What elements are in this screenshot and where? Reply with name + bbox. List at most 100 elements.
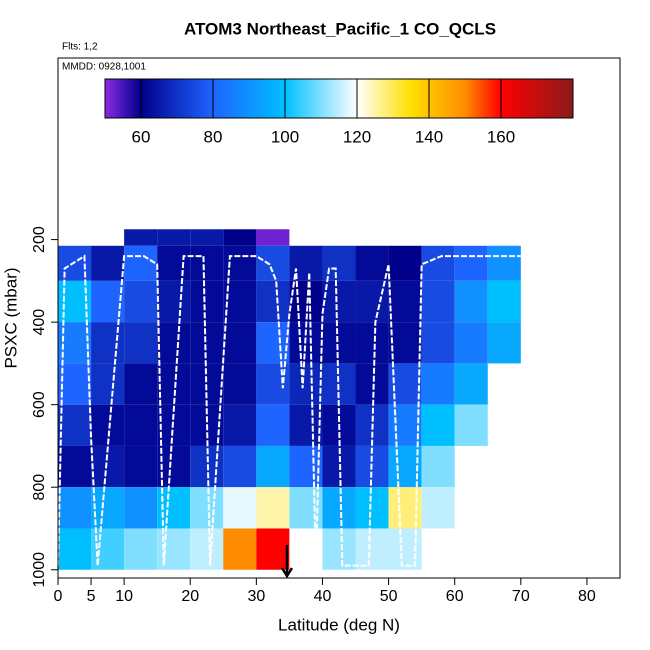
heat-cell <box>388 280 422 323</box>
heat-cell <box>487 280 521 323</box>
heat-cell <box>223 404 257 446</box>
heat-cell <box>322 322 356 364</box>
heat-cell <box>421 363 455 405</box>
heat-cell <box>355 528 389 570</box>
heat-cell <box>124 363 158 405</box>
heat-cell <box>289 445 323 488</box>
heat-cell <box>355 280 389 323</box>
heat-cell <box>124 487 158 529</box>
heat-cell <box>124 245 158 281</box>
heat-cell <box>256 404 290 446</box>
x-tick-label: 10 <box>115 588 133 605</box>
heat-cell <box>91 445 125 488</box>
heat-cell <box>190 322 224 364</box>
heat-cell <box>223 487 257 529</box>
heat-cell <box>223 229 257 246</box>
heat-cell <box>454 404 488 446</box>
heat-cell <box>124 528 158 570</box>
y-axis-label: PSXC (mbar) <box>1 267 20 368</box>
heat-cell <box>388 404 422 446</box>
y-tick-label: 400 <box>31 309 48 336</box>
heat-cell <box>190 245 224 281</box>
x-tick-label: 40 <box>314 588 332 605</box>
heat-cell <box>322 487 356 529</box>
x-tick-label: 60 <box>446 588 464 605</box>
colorbar-tick-label: 160 <box>487 127 515 146</box>
heat-cell <box>322 245 356 281</box>
heat-cell <box>322 363 356 405</box>
colorbar-tick-label: 140 <box>415 127 443 146</box>
heat-cell <box>454 322 488 364</box>
heat-cell <box>256 528 290 570</box>
heat-cell <box>124 229 158 246</box>
heat-cell <box>223 322 257 364</box>
heat-cell <box>421 322 455 364</box>
x-tick-label: 70 <box>512 588 530 605</box>
y-tick-label: 600 <box>31 391 48 418</box>
heat-cell <box>454 363 488 405</box>
heat-cell <box>58 528 92 570</box>
heat-cell <box>157 229 191 246</box>
heat-cell <box>355 245 389 281</box>
heat-cell <box>289 363 323 405</box>
heat-cell <box>124 404 158 446</box>
heat-cell <box>58 487 92 529</box>
heat-cell <box>223 445 257 488</box>
heatmap <box>58 229 521 570</box>
chart-title: ATOM3 Northeast_Pacific_1 CO_QCLS <box>184 19 496 38</box>
heat-cell <box>58 445 92 488</box>
arrow <box>280 545 294 579</box>
colorbar <box>104 78 574 119</box>
heat-cell <box>322 528 356 570</box>
heat-cell <box>256 229 290 246</box>
x-axis-label: Latitude (deg N) <box>278 615 400 634</box>
heat-cell <box>124 445 158 488</box>
heat-cell <box>157 528 191 570</box>
y-tick-label: 800 <box>31 474 48 501</box>
heat-cell <box>157 245 191 281</box>
colorbar-tick-label: 60 <box>132 127 151 146</box>
colorbar-tick-label: 100 <box>271 127 299 146</box>
x-tick-label: 0 <box>54 588 63 605</box>
colorbar-tick-label: 80 <box>204 127 223 146</box>
heat-cell <box>388 245 422 281</box>
heat-cell <box>454 280 488 323</box>
heat-cell <box>124 280 158 323</box>
heat-cell <box>190 528 224 570</box>
heat-cell <box>487 245 521 281</box>
heat-cell <box>190 280 224 323</box>
heat-cell <box>322 280 356 323</box>
heat-cell <box>421 245 455 281</box>
heat-cell <box>421 487 455 529</box>
heat-cell <box>190 487 224 529</box>
heat-cell <box>124 322 158 364</box>
heat-cell <box>256 445 290 488</box>
x-tick-label: 80 <box>578 588 596 605</box>
heat-cell <box>223 528 257 570</box>
heat-cell <box>388 322 422 364</box>
x-tick-label: 30 <box>247 588 265 605</box>
heat-cell <box>58 404 92 446</box>
heat-cell <box>454 245 488 281</box>
x-tick-label: 5 <box>87 588 96 605</box>
x-tick-label: 50 <box>380 588 398 605</box>
heat-cell <box>388 445 422 488</box>
x-tick-label: 20 <box>181 588 199 605</box>
heat-cell <box>421 404 455 446</box>
heat-cell <box>256 487 290 529</box>
annotation: MMDD: 0928,1001 <box>62 62 146 73</box>
heat-cell <box>91 363 125 405</box>
heat-cell <box>256 280 290 323</box>
heat-cell <box>91 322 125 364</box>
heat-cell <box>355 322 389 364</box>
plot-frame <box>57 57 621 579</box>
heat-cell <box>157 322 191 364</box>
heat-cell <box>355 487 389 529</box>
y-tick-label: 200 <box>31 226 48 253</box>
heat-cell <box>421 445 455 488</box>
colorbar-tick-label: 120 <box>343 127 371 146</box>
heat-cell <box>157 280 191 323</box>
heat-cell <box>91 487 125 529</box>
heat-cell <box>289 404 323 446</box>
